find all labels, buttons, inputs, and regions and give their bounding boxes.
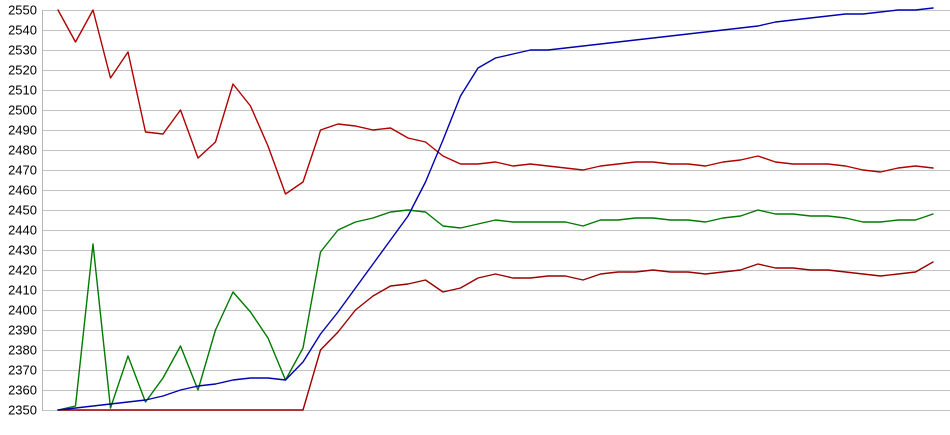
y-tick-label: 2370 [8,363,37,378]
y-axis-labels: 2550 2540 2530 2520 2510 2500 2490 2480 2470 2460… [8,3,37,418]
y-tick-label: 2420 [8,263,37,278]
y-tick-label: 2540 [8,23,37,38]
y-tick-label: 2490 [8,123,37,138]
y-tick-label: 2390 [8,323,37,338]
series-green-middle-line [57,209,934,411]
y-tick-label: 2380 [8,343,37,358]
y-tick-label: 2510 [8,83,37,98]
y-tick-label: 2360 [8,383,37,398]
y-tick-label: 2520 [8,63,37,78]
y-tick-label: 2430 [8,243,37,258]
y-tick-label: 2480 [8,143,37,158]
y-tick-label: 2460 [8,183,37,198]
series-red-upper-line [57,9,934,195]
gridlines [42,10,950,411]
y-tick-label: 2470 [8,163,37,178]
y-tick-label: 2440 [8,223,37,238]
y-tick-label: 2500 [8,103,37,118]
series-blue-rising-line [57,7,934,411]
series-maroon-lower-line [57,261,934,411]
y-tick-label: 2550 [8,3,37,18]
y-tick-label: 2450 [8,203,37,218]
y-tick-label: 2350 [8,403,37,418]
y-tick-label: 2530 [8,43,37,58]
y-tick-label: 2400 [8,303,37,318]
y-tick-label: 2410 [8,283,37,298]
